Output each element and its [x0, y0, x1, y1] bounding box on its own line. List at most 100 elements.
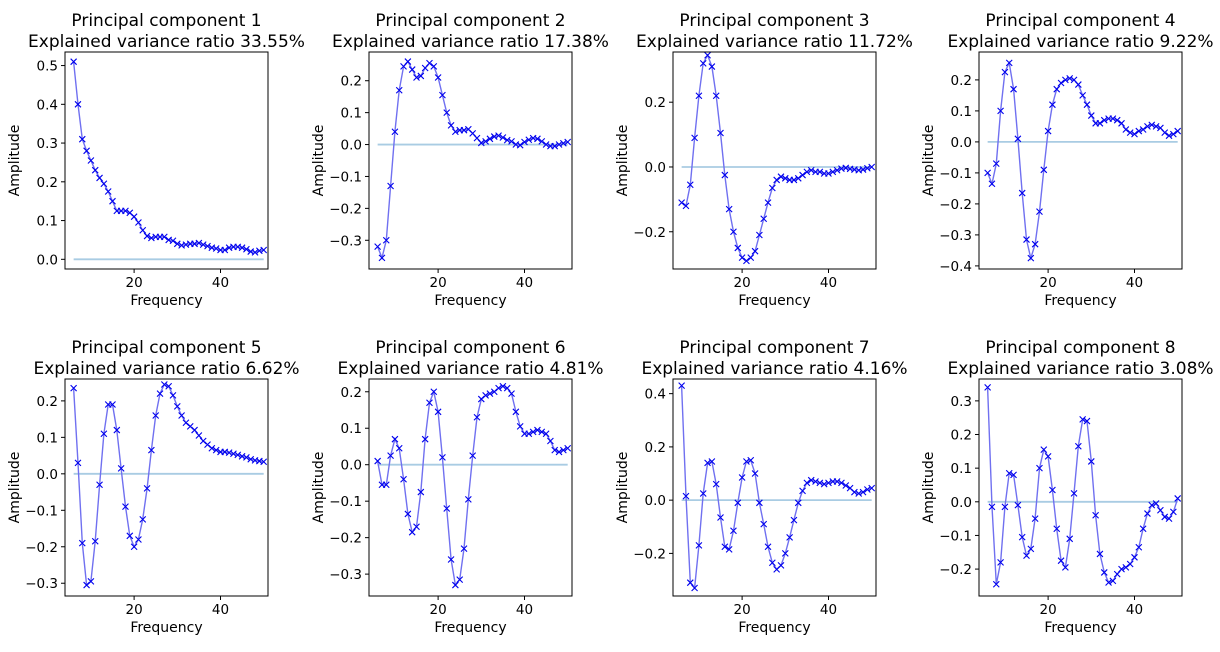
- y-tick-label: 0.0: [341, 458, 362, 474]
- y-tick-label: 0.1: [951, 461, 972, 477]
- y-tick-label: −0.3: [25, 576, 58, 592]
- data-point-marker: [547, 437, 554, 445]
- data-point-marker: [695, 92, 703, 100]
- data-point-marker: [374, 457, 382, 465]
- data-point-marker: [1066, 535, 1074, 543]
- data-point-marker: [564, 444, 572, 452]
- data-point-marker: [439, 91, 446, 99]
- subplot-title: Principal component 8: [985, 338, 1175, 358]
- data-point-marker: [460, 545, 468, 552]
- subplot-subtitle: Explained variance ratio 3.08%: [947, 359, 1213, 379]
- data-point-marker: [525, 430, 533, 438]
- data-point-marker: [1135, 127, 1143, 135]
- axes-frame: [978, 378, 1183, 597]
- x-axis-label: Frequency: [130, 620, 202, 636]
- data-point-marker: [113, 426, 121, 434]
- data-point-marker: [238, 244, 246, 252]
- x-tick-label: 20: [734, 602, 751, 618]
- axes-frame: [672, 378, 877, 597]
- series-line: [986, 387, 1179, 585]
- data-point-marker: [395, 86, 403, 94]
- data-point-marker: [87, 578, 95, 585]
- data-point-marker: [499, 382, 507, 390]
- x-tick-label: 40: [516, 602, 533, 618]
- data-point-marker: [443, 505, 451, 512]
- data-point-marker: [988, 503, 996, 511]
- data-point-marker: [165, 382, 173, 390]
- data-point-marker: [477, 139, 485, 147]
- data-point-marker: [812, 478, 819, 485]
- y-axis-label: Amplitude: [7, 125, 23, 197]
- x-tick-label: 40: [1126, 275, 1143, 291]
- data-point-marker: [486, 135, 494, 143]
- data-point-marker: [1005, 59, 1013, 67]
- data-point-marker: [816, 168, 824, 176]
- data-point-marker: [199, 241, 207, 248]
- y-tick-label: 0.5: [37, 59, 58, 75]
- x-tick-label: 20: [1040, 275, 1057, 291]
- y-tick-label: 0.1: [37, 214, 58, 230]
- data-point-marker: [738, 474, 746, 481]
- data-point-marker: [790, 516, 798, 524]
- data-point-marker: [1079, 415, 1087, 423]
- data-point-marker: [1074, 81, 1082, 88]
- subplot-subtitle: Explained variance ratio 6.62%: [33, 359, 299, 379]
- data-point-marker: [1079, 92, 1087, 99]
- x-axis-label: Frequency: [434, 293, 506, 309]
- data-point-marker: [195, 239, 203, 247]
- data-point-marker: [83, 147, 90, 155]
- data-point-marker: [768, 559, 776, 567]
- data-point-marker: [781, 174, 789, 182]
- series-line: [72, 61, 264, 254]
- data-point-marker: [173, 240, 181, 248]
- data-point-marker: [755, 231, 763, 239]
- y-axis-label: Amplitude: [615, 125, 631, 197]
- data-point-marker: [734, 499, 742, 507]
- y-tick-label: 0.4: [645, 387, 666, 403]
- data-point-marker: [863, 164, 871, 172]
- data-point-marker: [682, 202, 690, 210]
- axes-frame: [672, 51, 877, 270]
- data-point-marker: [807, 166, 815, 174]
- data-point-marker: [499, 134, 507, 141]
- data-point-marker: [1087, 458, 1095, 465]
- data-point-marker: [260, 458, 268, 466]
- data-point-marker: [143, 232, 151, 240]
- x-axis-label: Frequency: [738, 293, 810, 309]
- x-tick-label: 40: [1126, 602, 1143, 618]
- data-point-marker: [747, 456, 755, 464]
- y-tick-label: 0.3: [951, 394, 972, 410]
- data-point-marker: [447, 122, 455, 129]
- data-point-marker: [764, 199, 772, 206]
- axes-frame: [368, 51, 573, 270]
- data-point-marker: [794, 499, 802, 507]
- data-point-marker: [551, 446, 559, 454]
- y-tick-label: 0.2: [645, 95, 666, 111]
- data-point-marker: [1131, 130, 1138, 138]
- x-axis-label: Frequency: [738, 620, 810, 636]
- data-point-marker: [391, 435, 399, 443]
- y-tick-label: −0.1: [939, 528, 972, 544]
- data-point-marker: [851, 488, 858, 496]
- data-point-marker: [555, 448, 563, 456]
- data-point-marker: [486, 390, 494, 397]
- y-tick-label: −0.2: [633, 225, 666, 241]
- y-axis-label: Amplitude: [311, 125, 327, 197]
- data-point-marker: [1044, 127, 1052, 135]
- series-line: [681, 53, 872, 262]
- series-line: [72, 383, 264, 587]
- data-point-marker: [152, 412, 160, 419]
- subplot-title: Principal component 7: [679, 338, 869, 358]
- y-tick-label: 0.1: [37, 430, 58, 446]
- data-point-marker: [512, 408, 520, 416]
- data-point-marker: [1148, 501, 1156, 509]
- y-tick-label: −0.4: [939, 259, 972, 275]
- data-point-marker: [464, 495, 472, 503]
- data-point-marker: [208, 444, 216, 452]
- data-point-marker: [725, 205, 733, 213]
- y-tick-label: 0.0: [951, 135, 972, 151]
- data-point-marker: [686, 579, 694, 587]
- data-point-marker: [1152, 123, 1160, 130]
